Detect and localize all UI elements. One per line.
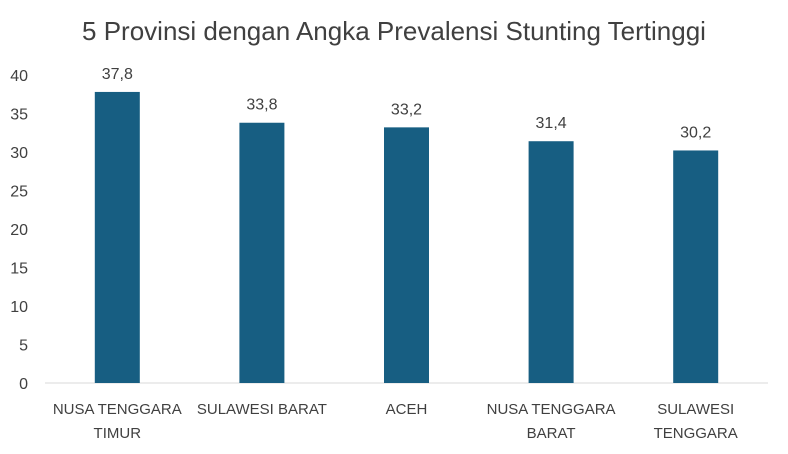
y-tick-label: 5 [19,338,28,355]
y-tick-label: 0 [19,376,28,393]
category-label: NUSA TENGGARA [487,401,616,418]
category-label: SULAWESI [657,401,734,418]
y-tick-label: 15 [10,261,28,278]
y-tick-label: 10 [10,299,28,316]
y-tick-label: 40 [10,68,28,85]
bar [528,141,574,383]
bar [673,150,719,383]
category-label: NUSA TENGGARA [53,401,182,418]
data-label: 37,8 [102,66,133,83]
bar [94,91,140,383]
bars [94,91,719,384]
data-label: 33,2 [391,101,422,118]
category-label: ACEH [386,401,428,418]
y-tick-label: 30 [10,145,28,162]
category-label: TENGGARA [654,425,738,442]
category-label: SULAWESI BARAT [197,401,327,418]
chart-title: 5 Provinsi dengan Angka Prevalensi Stunt… [82,16,706,46]
data-label: 31,4 [536,115,567,132]
category-label: TIMUR [94,425,142,442]
x-axis: NUSA TENGGARA TIMUR SULAWESI BARAT ACEH NUSA… [53,401,738,442]
bar [384,127,429,383]
data-label: 30,2 [680,124,711,141]
y-axis: 0 5 10 15 20 25 30 35 40 [10,68,28,393]
category-label: BARAT [527,425,576,442]
y-tick-label: 20 [10,222,28,239]
y-tick-label: 35 [10,107,28,124]
y-tick-label: 25 [10,184,28,201]
bar [239,122,285,384]
data-label: 33,8 [246,97,277,114]
data-labels: 37,8 33,8 33,2 31,4 30,2 [102,66,712,142]
